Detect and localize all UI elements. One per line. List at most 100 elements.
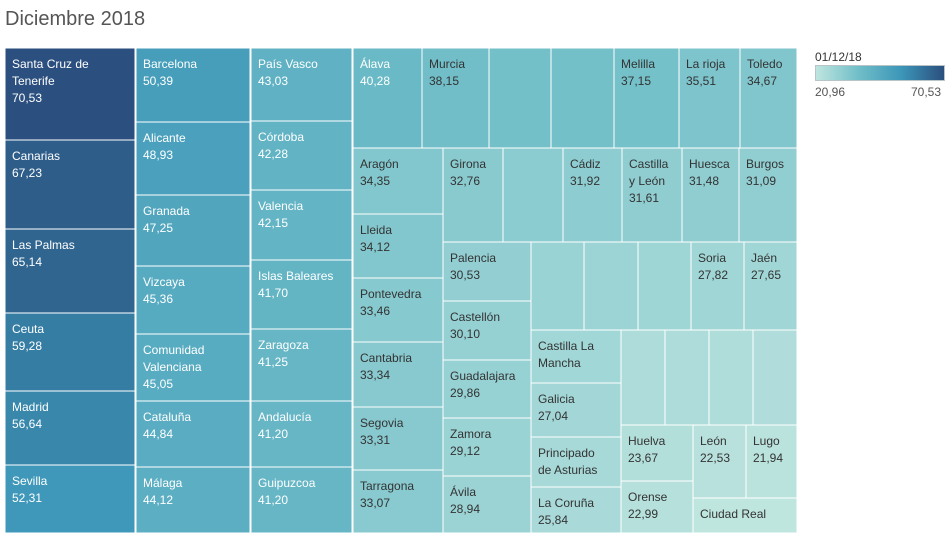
treemap-cell-lleida[interactable]: Lleida 34,12 (352, 213, 444, 279)
treemap-rect[interactable] (4, 228, 136, 314)
treemap-cell-comunidad-valenciana[interactable]: Comunidad Valenciana 45,05 (135, 333, 251, 402)
treemap-rect[interactable] (250, 466, 353, 534)
treemap-cell-unlabeled-45[interactable] (583, 241, 639, 331)
treemap-cell-zamora[interactable]: Zamora 29,12 (442, 417, 532, 477)
treemap-cell-unlabeled-44[interactable] (530, 241, 585, 331)
treemap-rect[interactable] (488, 47, 552, 149)
treemap-cell-castilla-la-mancha[interactable]: Castilla La Mancha (530, 329, 622, 384)
treemap-rect[interactable] (637, 241, 692, 331)
treemap-cell-las-palmas[interactable]: Las Palmas 65,14 (4, 228, 136, 314)
treemap-rect[interactable] (135, 194, 251, 267)
treemap-rect[interactable] (135, 400, 251, 468)
treemap-cell-unlabeled-46[interactable] (637, 241, 692, 331)
treemap-cell-andalucia[interactable]: Andalucía 41,20 (250, 400, 353, 468)
treemap-cell-huesca[interactable]: Huesca 31,48 (681, 147, 740, 243)
treemap-rect[interactable] (620, 329, 666, 426)
treemap-rect[interactable] (708, 329, 754, 426)
treemap-rect[interactable] (690, 241, 745, 331)
treemap-rect[interactable] (442, 147, 504, 243)
treemap-cell-melilla[interactable]: Melilla 37,15 (613, 47, 680, 149)
treemap-rect[interactable] (250, 400, 353, 468)
treemap-rect[interactable] (250, 259, 353, 330)
treemap-rect[interactable] (739, 47, 798, 149)
treemap-cell-unlabeled-54[interactable] (664, 329, 710, 426)
treemap-rect[interactable] (678, 47, 741, 149)
treemap-cell-ceuta[interactable]: Ceuta 59,28 (4, 312, 136, 392)
treemap-cell-castilla-y-leon[interactable]: Castilla y León 31,61 (621, 147, 683, 243)
treemap-rect[interactable] (442, 359, 532, 419)
treemap-cell-unlabeled-22[interactable] (488, 47, 552, 149)
treemap-cell-girona[interactable]: Girona 32,76 (442, 147, 504, 243)
treemap-cell-orense[interactable]: Orense 22,99 (620, 480, 694, 534)
treemap-rect[interactable] (352, 213, 444, 279)
treemap-rect[interactable] (583, 241, 639, 331)
treemap-cell-unlabeled-29[interactable] (502, 147, 564, 243)
treemap-cell-unlabeled-53[interactable] (620, 329, 666, 426)
treemap-rect[interactable] (738, 147, 798, 243)
treemap-cell-pais-vasco[interactable]: País Vasco 43,03 (250, 47, 353, 122)
treemap-cell-granada[interactable]: Granada 47,25 (135, 194, 251, 267)
treemap-cell-unlabeled-55[interactable] (708, 329, 754, 426)
treemap-cell-tarragona[interactable]: Tarragona 33,07 (352, 469, 444, 534)
treemap-rect[interactable] (135, 466, 251, 534)
treemap-rect[interactable] (352, 406, 444, 471)
treemap-rect[interactable] (4, 312, 136, 392)
treemap-rect[interactable] (620, 480, 694, 534)
treemap-cell-zaragoza[interactable]: Zaragoza 41,25 (250, 328, 353, 402)
treemap-cell-aragon[interactable]: Aragón 34,35 (352, 147, 444, 215)
treemap-cell-cordoba[interactable]: Córdoba 42,28 (250, 120, 353, 191)
treemap-cell-segovia[interactable]: Segovia 33,31 (352, 406, 444, 471)
treemap-cell-cataluna[interactable]: Cataluña 44,84 (135, 400, 251, 468)
treemap-cell-la-rioja[interactable]: La rioja 35,51 (678, 47, 741, 149)
treemap-cell-guadalajara[interactable]: Guadalajara 29,86 (442, 359, 532, 419)
treemap-rect[interactable] (250, 47, 353, 122)
treemap-rect[interactable] (442, 241, 532, 302)
treemap-rect[interactable] (135, 121, 251, 196)
treemap-cell-castellon[interactable]: Castellón 30,10 (442, 300, 532, 361)
treemap-rect[interactable] (550, 47, 615, 149)
treemap-rect[interactable] (442, 300, 532, 361)
treemap-cell-leon[interactable]: León 22,53 (692, 424, 747, 499)
treemap-cell-sevilla[interactable]: Sevilla 52,31 (4, 464, 136, 534)
treemap-rect[interactable] (502, 147, 564, 243)
treemap-cell-unlabeled-56[interactable] (752, 329, 798, 426)
treemap-rect[interactable] (530, 329, 622, 384)
treemap-cell-alava[interactable]: Álava 40,28 (352, 47, 423, 149)
treemap-cell-principado-de-asturias[interactable]: Principado de Asturias (530, 436, 622, 488)
treemap-cell-unlabeled-23[interactable] (550, 47, 615, 149)
treemap-cell-malaga[interactable]: Málaga 44,12 (135, 466, 251, 534)
treemap-rect[interactable] (352, 341, 444, 408)
treemap-rect[interactable] (135, 333, 251, 402)
treemap-cell-alicante[interactable]: Alicante 48,93 (135, 121, 251, 196)
treemap-cell-jaen[interactable]: Jaén 27,65 (743, 241, 798, 331)
treemap-cell-valencia[interactable]: Valencia 42,15 (250, 189, 353, 261)
treemap-rect[interactable] (352, 277, 444, 343)
treemap-rect[interactable] (743, 241, 798, 331)
treemap-rect[interactable] (530, 436, 622, 488)
treemap-cell-murcia[interactable]: Murcia 38,15 (421, 47, 490, 149)
treemap-rect[interactable] (135, 47, 251, 123)
treemap-rect[interactable] (692, 497, 798, 534)
treemap-cell-barcelona[interactable]: Barcelona 50,39 (135, 47, 251, 123)
treemap-rect[interactable] (4, 390, 136, 466)
treemap-cell-soria[interactable]: Soria 27,82 (690, 241, 745, 331)
treemap-cell-ciudad-real[interactable]: Ciudad Real (692, 497, 798, 534)
treemap-cell-vizcaya[interactable]: Vizcaya 45,36 (135, 265, 251, 335)
treemap-cell-lugo[interactable]: Lugo 21,94 (745, 424, 798, 499)
treemap-cell-canarias[interactable]: Canarias 67,23 (4, 139, 136, 230)
treemap-rect[interactable] (745, 424, 798, 499)
treemap-rect[interactable] (442, 475, 532, 534)
treemap-cell-avila[interactable]: Ávila 28,94 (442, 475, 532, 534)
treemap-rect[interactable] (4, 47, 136, 141)
treemap-cell-la-coruna[interactable]: La Coruña 25,84 (530, 486, 622, 534)
treemap-cell-burgos[interactable]: Burgos 31,09 (738, 147, 798, 243)
treemap-rect[interactable] (752, 329, 798, 426)
treemap-cell-madrid[interactable]: Madrid 56,64 (4, 390, 136, 466)
treemap-cell-cantabria[interactable]: Cantabria 33,34 (352, 341, 444, 408)
treemap-rect[interactable] (621, 147, 683, 243)
treemap-rect[interactable] (352, 469, 444, 534)
treemap-cell-galicia[interactable]: Galicia 27,04 (530, 382, 622, 438)
treemap-cell-islas-baleares[interactable]: Islas Baleares 41,70 (250, 259, 353, 330)
treemap-rect[interactable] (664, 329, 710, 426)
treemap-rect[interactable] (250, 189, 353, 261)
